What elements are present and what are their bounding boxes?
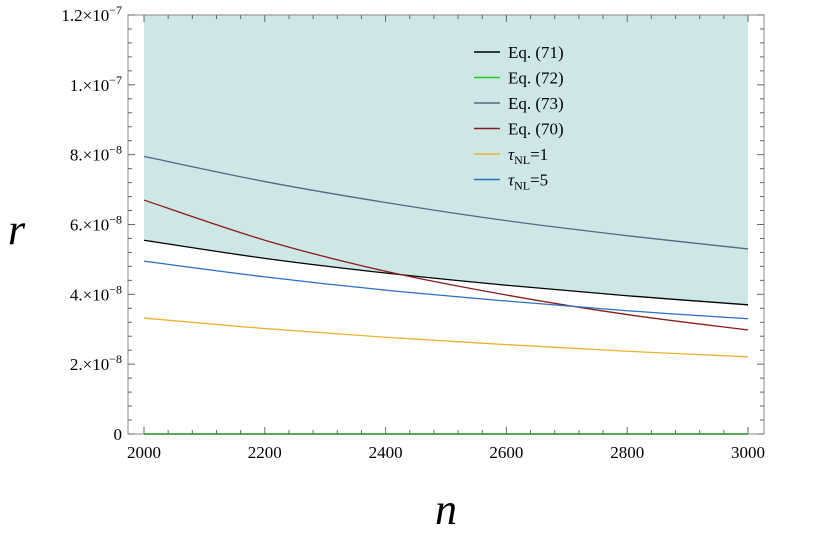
legend-label-0: Eq. (71): [508, 43, 564, 62]
series-line-5: [143, 260, 749, 320]
y-tick-label: 0: [114, 425, 123, 444]
legend-label-5: τNL=5: [508, 171, 548, 193]
series-line-2: [143, 155, 749, 250]
y-tick-label: 1.2×10−7: [61, 3, 122, 25]
legend-label-3: Eq. (70): [508, 120, 564, 139]
y-tick-label: 8.×10−8: [70, 143, 122, 165]
y-tick-label: 4.×10−8: [70, 282, 122, 304]
y-tick-label: 6.×10−8: [70, 213, 122, 235]
series-line-0: [143, 239, 749, 306]
legend: Eq. (71) Eq. (72) Eq. (73) Eq. (70) τNL=1 τNL…: [474, 43, 564, 193]
legend-label-2: Eq. (73): [508, 94, 564, 113]
plot-area: [143, 15, 749, 435]
y-axis-label: r: [8, 205, 26, 254]
x-tick-label: 2000: [127, 443, 161, 462]
x-tick-label: 2200: [248, 443, 282, 462]
legend-label-1: Eq. (72): [508, 69, 564, 88]
series-line-4: [143, 317, 749, 358]
x-tick-label: 2800: [610, 443, 644, 462]
series-line-3: [143, 199, 749, 331]
axis-ticks: 2000 2200 2400 2600 2800 3000 0 2.×10−8 4.×10−8 6…: [61, 3, 765, 462]
legend-label-4: τNL=1: [508, 145, 548, 167]
y-tick-label: 1.×10−7: [70, 73, 122, 95]
shaded-region: [144, 15, 748, 305]
x-axis-label: n: [435, 485, 457, 534]
x-tick-label: 2400: [369, 443, 403, 462]
y-tick-label: 2.×10−8: [70, 352, 122, 374]
x-tick-label: 3000: [731, 443, 765, 462]
x-tick-label: 2600: [489, 443, 523, 462]
